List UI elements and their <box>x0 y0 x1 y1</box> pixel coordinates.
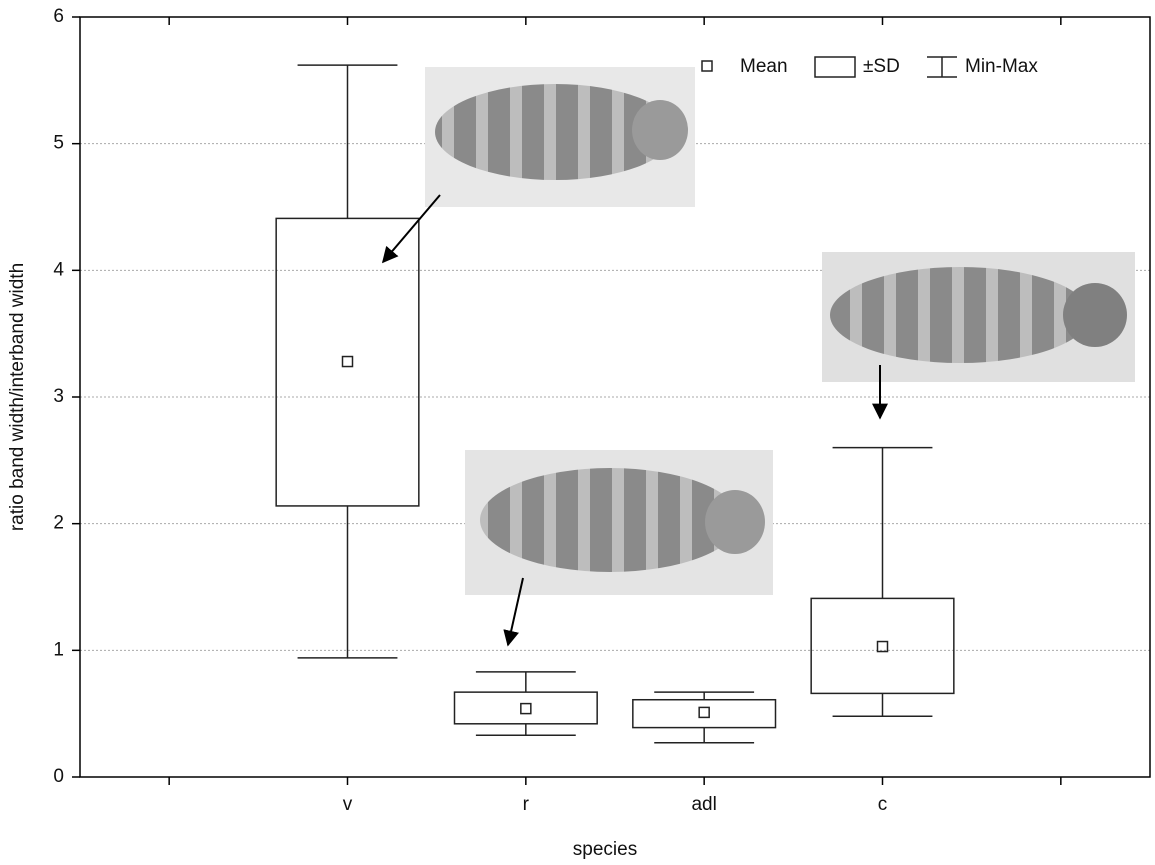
chart: 0 1 2 3 4 5 6 v r adl c ratio band width/interband… <box>0 0 1155 865</box>
y-tick-label: 6 <box>53 6 64 27</box>
fish-photo <box>822 252 1135 382</box>
fish-photo <box>465 450 773 595</box>
legend: Mean ±SD Min-Max <box>702 56 1038 77</box>
mean-marker <box>699 707 709 717</box>
y-tick-label: 2 <box>53 513 64 534</box>
x-tick-label: v <box>343 794 353 815</box>
y-tick-label: 3 <box>53 386 64 407</box>
x-tick-label: c <box>878 794 888 815</box>
legend-label: Mean <box>740 56 788 77</box>
mean-marker <box>521 704 531 714</box>
legend-minmax-icon <box>927 57 957 77</box>
legend-mean-icon <box>702 61 712 71</box>
sd-box <box>811 598 954 693</box>
y-tick-label: 4 <box>53 259 64 280</box>
y-tick-label: 5 <box>53 133 64 154</box>
y-tick-label: 0 <box>53 766 64 787</box>
sd-box <box>455 692 598 724</box>
mean-marker <box>343 357 353 367</box>
x-tick-label: adl <box>691 794 716 815</box>
legend-label: ±SD <box>863 56 900 77</box>
sd-box <box>276 218 419 506</box>
fish-photo <box>425 67 695 207</box>
legend-label: Min-Max <box>965 56 1038 77</box>
y-tick-label: 1 <box>53 639 64 660</box>
arrow <box>383 195 440 262</box>
legend-sd-icon <box>815 57 855 77</box>
sd-box <box>633 700 776 728</box>
y-axis-title: ratio band width/interband width <box>7 263 28 531</box>
x-axis-title: species <box>573 839 637 860</box>
x-tick-label: r <box>523 794 530 815</box>
